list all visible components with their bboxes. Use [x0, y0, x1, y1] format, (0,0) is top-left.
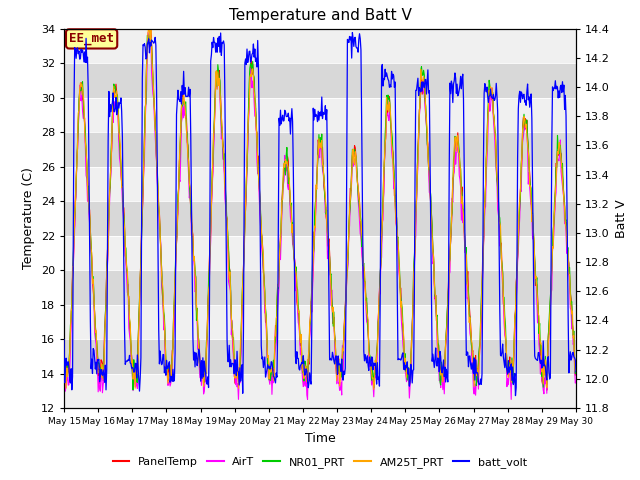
Bar	[64, 63, 576, 98]
X-axis label: Time: Time	[305, 432, 335, 444]
Bar	[64, 305, 576, 339]
Bar	[64, 167, 576, 201]
Bar	[64, 98, 576, 132]
Legend: PanelTemp, AirT, NR01_PRT, AM25T_PRT, batt_volt: PanelTemp, AirT, NR01_PRT, AM25T_PRT, ba…	[108, 452, 532, 472]
Title: Temperature and Batt V: Temperature and Batt V	[228, 9, 412, 24]
Bar	[64, 236, 576, 270]
Bar	[64, 339, 576, 373]
Bar	[64, 132, 576, 167]
Text: EE_met: EE_met	[69, 32, 114, 46]
Y-axis label: Temperature (C): Temperature (C)	[22, 168, 35, 269]
Bar	[64, 201, 576, 236]
Bar	[64, 373, 576, 408]
Bar	[64, 270, 576, 305]
Bar	[64, 29, 576, 63]
Y-axis label: Batt V: Batt V	[616, 199, 628, 238]
